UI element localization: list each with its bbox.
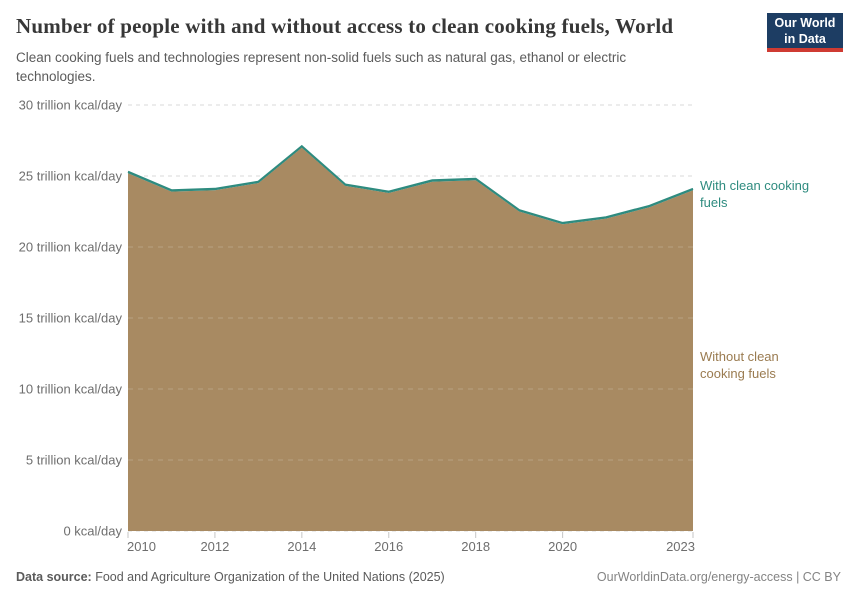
owid-logo: Our World in Data xyxy=(767,13,843,52)
x-tick-label-2023: 2023 xyxy=(666,539,695,554)
y-tick-label: 30 trillion kcal/day xyxy=(19,98,123,113)
y-tick-label: 0 kcal/day xyxy=(63,524,122,539)
data-source-note: Data source: Food and Agriculture Organi… xyxy=(16,570,445,584)
y-tick-label: 10 trillion kcal/day xyxy=(19,382,123,397)
data-source-prefix: Data source: xyxy=(16,570,92,584)
x-tick-label-2014: 2014 xyxy=(287,539,316,554)
data-source-text: Food and Agriculture Organization of the… xyxy=(91,570,445,584)
topline-with-clean-fuels xyxy=(127,144,694,224)
area-without-clean-fuels xyxy=(128,147,693,531)
footer-link[interactable]: OurWorldinData.org/energy-access | CC BY xyxy=(596,570,841,584)
owid-logo-line2: in Data xyxy=(784,32,826,46)
chart-title: Number of people with and without access… xyxy=(16,14,674,38)
y-tick-label: 15 trillion kcal/day xyxy=(19,311,123,326)
x-tick-label-2018: 2018 xyxy=(461,539,490,554)
x-tick-label-2012: 2012 xyxy=(200,539,229,554)
chart-subtitle: Clean cooking fuels and technologies rep… xyxy=(16,50,627,84)
x-tick-label-2020: 2020 xyxy=(548,539,577,554)
x-tick-label-2010: 2010 xyxy=(127,539,156,554)
owid-logo-line1: Our World xyxy=(774,16,836,30)
y-tick-label: 5 trillion kcal/day xyxy=(26,453,123,468)
y-tick-label: 25 trillion kcal/day xyxy=(19,169,123,184)
series-label-without-clean: Without clean cooking fuels xyxy=(700,349,779,381)
y-tick-label: 20 trillion kcal/day xyxy=(19,240,123,255)
series-label-with-clean: With clean cooking fuels xyxy=(700,178,810,210)
x-tick-label-2016: 2016 xyxy=(374,539,403,554)
